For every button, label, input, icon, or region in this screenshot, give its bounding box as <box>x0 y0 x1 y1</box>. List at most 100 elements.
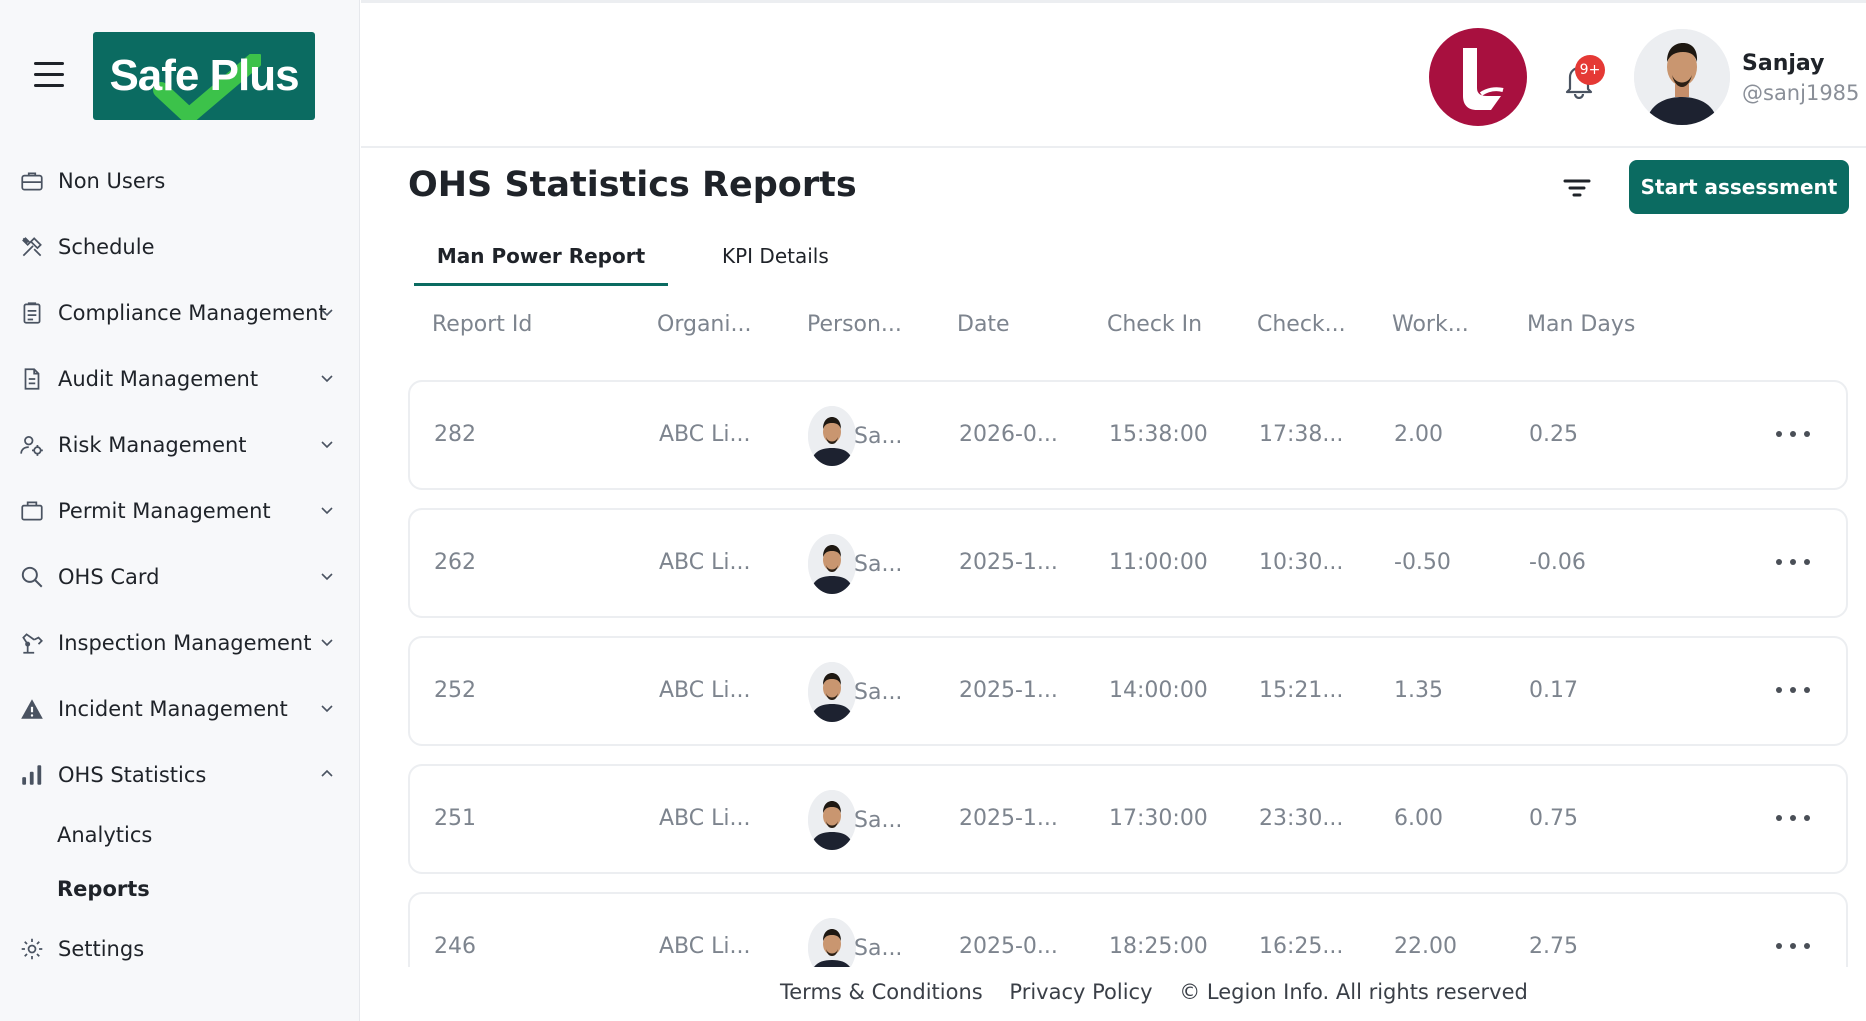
cell-check-in: 11:00:00 <box>1109 550 1208 575</box>
search-icon <box>18 563 46 591</box>
cell-organization: ABC Li... <box>659 422 751 447</box>
cell-person: Sa... <box>808 406 902 466</box>
sidebar-item-inspection-management[interactable]: Inspection Management <box>0 610 359 676</box>
cell-organization: ABC Li... <box>659 678 751 703</box>
page-footer: Terms & Conditions Privacy Policy © Legi… <box>780 980 1528 1004</box>
cell-date: 2025-1... <box>959 678 1058 703</box>
sidebar-item-audit-management[interactable]: Audit Management <box>0 346 359 412</box>
column-header[interactable]: Date <box>957 312 1010 337</box>
sidebar-item-label: Incident Management <box>58 697 288 721</box>
row-more-options-icon[interactable] <box>1776 424 1810 444</box>
row-more-options-icon[interactable] <box>1776 552 1810 572</box>
cell-report-id: 282 <box>434 422 476 447</box>
report-table-body: 282 ABC Li... Sa... 2026-0... 15:38:00 1… <box>408 380 1849 967</box>
sidebar-item-compliance-management[interactable]: Compliance Management <box>0 280 359 346</box>
menu-toggle-icon[interactable] <box>34 62 64 88</box>
sidebar-item-settings[interactable]: Settings <box>0 916 359 982</box>
cell-report-id: 251 <box>434 806 476 831</box>
cell-work-hours: 2.00 <box>1394 422 1443 447</box>
bar-chart-icon <box>18 761 46 789</box>
check-mark-icon <box>153 54 261 120</box>
chevron-down-icon <box>321 507 333 515</box>
row-more-options-icon[interactable] <box>1776 808 1810 828</box>
sidebar-item-risk-management[interactable]: Risk Management <box>0 412 359 478</box>
sidebar-item-label: Audit Management <box>58 367 259 391</box>
robot-arm-icon <box>18 629 46 657</box>
sidebar-item-schedule[interactable]: Schedule <box>0 214 359 280</box>
cell-date: 2025-0... <box>959 934 1058 959</box>
sidebar-item-label: Schedule <box>58 235 155 259</box>
copyright-text: © Legion Info. All rights reserved <box>1179 980 1528 1004</box>
cell-person: Sa... <box>808 662 902 722</box>
cell-person: Sa... <box>808 534 902 594</box>
person-avatar <box>808 534 856 594</box>
sidebar-item-label: Permit Management <box>58 499 271 523</box>
user-handle: @sanj1985 <box>1742 81 1860 105</box>
sidebar-item-label: OHS Card <box>58 565 160 589</box>
tab-man-power-report[interactable]: Man Power Report <box>414 236 668 286</box>
document-icon <box>18 365 46 393</box>
company-logo-icon <box>1463 48 1504 110</box>
table-row[interactable]: 246 ABC Li... Sa... 2025-0... 18:25:00 1… <box>408 892 1848 967</box>
cell-check-in: 18:25:00 <box>1109 934 1208 959</box>
cell-check-in: 17:30:00 <box>1109 806 1208 831</box>
sidebar-item-label: OHS Statistics <box>58 763 207 787</box>
column-header[interactable]: Check In <box>1107 312 1203 337</box>
cell-report-id: 262 <box>434 550 476 575</box>
column-header[interactable]: Check... <box>1257 312 1346 337</box>
row-more-options-icon[interactable] <box>1776 936 1810 956</box>
safe-plus-logo[interactable]: Safe Plus <box>93 32 315 120</box>
cell-person-name: Sa... <box>854 679 903 705</box>
user-avatar[interactable] <box>1634 29 1730 125</box>
sidebar: Safe Plus Non Users Schedule Compliance … <box>0 0 360 1021</box>
sidebar-subitem-analytics[interactable]: Analytics <box>57 823 153 847</box>
cell-organization: ABC Li... <box>659 806 751 831</box>
table-row[interactable]: 282 ABC Li... Sa... 2026-0... 15:38:00 1… <box>408 380 1848 490</box>
sidebar-item-permit-management[interactable]: Permit Management <box>0 478 359 544</box>
user-name: Sanjay <box>1742 51 1825 76</box>
cell-check-in: 15:38:00 <box>1109 422 1208 447</box>
sidebar-item-ohs-statistics[interactable]: OHS Statistics <box>0 742 359 808</box>
cell-man-days: 0.25 <box>1529 422 1578 447</box>
cell-check-out: 16:25... <box>1259 934 1344 959</box>
column-header[interactable]: Work... <box>1392 312 1469 337</box>
sidebar-item-incident-management[interactable]: Incident Management <box>0 676 359 742</box>
cell-person-name: Sa... <box>854 423 903 449</box>
terms-link[interactable]: Terms & Conditions <box>780 980 983 1004</box>
sidebar-item-label: Non Users <box>58 169 166 193</box>
privacy-link[interactable]: Privacy Policy <box>1009 980 1153 1004</box>
table-row[interactable]: 262 ABC Li... Sa... 2025-1... 11:00:00 1… <box>408 508 1848 618</box>
table-row[interactable]: 251 ABC Li... Sa... 2025-1... 17:30:00 2… <box>408 764 1848 874</box>
chevron-down-icon <box>321 441 333 449</box>
filter-icon[interactable] <box>1561 174 1593 202</box>
start-assessment-button[interactable]: Start assessment <box>1629 160 1849 214</box>
cell-check-out: 15:21... <box>1259 678 1344 703</box>
sidebar-item-label: Settings <box>58 937 145 961</box>
column-header[interactable]: Organi... <box>657 312 752 337</box>
person-avatar <box>808 790 856 850</box>
row-more-options-icon[interactable] <box>1776 680 1810 700</box>
sidebar-item-ohs-card[interactable]: OHS Card <box>0 544 359 610</box>
sidebar-item-label: Risk Management <box>58 433 247 457</box>
column-header[interactable]: Report Id <box>432 312 533 337</box>
cell-person: Sa... <box>808 918 902 967</box>
table-row[interactable]: 252 ABC Li... Sa... 2025-1... 14:00:00 1… <box>408 636 1848 746</box>
cell-date: 2026-0... <box>959 422 1058 447</box>
gear-icon <box>18 935 46 963</box>
cell-man-days: -0.06 <box>1529 550 1586 575</box>
column-header[interactable]: Man Days <box>1527 312 1636 337</box>
table-header: Report Id Organi... Person... Date Check… <box>408 308 1848 348</box>
chevron-down-icon <box>321 375 333 383</box>
person-avatar <box>808 406 856 466</box>
tab-kpi-details[interactable]: KPI Details <box>722 244 829 268</box>
column-header[interactable]: Person... <box>807 312 902 337</box>
sidebar-item-non-users[interactable]: Non Users <box>0 148 359 214</box>
cell-person-name: Sa... <box>854 551 903 577</box>
cell-organization: ABC Li... <box>659 934 751 959</box>
sidebar-subitem-reports[interactable]: Reports <box>57 877 150 901</box>
person-avatar <box>808 662 856 722</box>
company-logo[interactable] <box>1429 28 1527 126</box>
logo-text: Safe Plus <box>109 51 299 100</box>
cell-person-name: Sa... <box>854 807 903 833</box>
cell-work-hours: 22.00 <box>1394 934 1457 959</box>
